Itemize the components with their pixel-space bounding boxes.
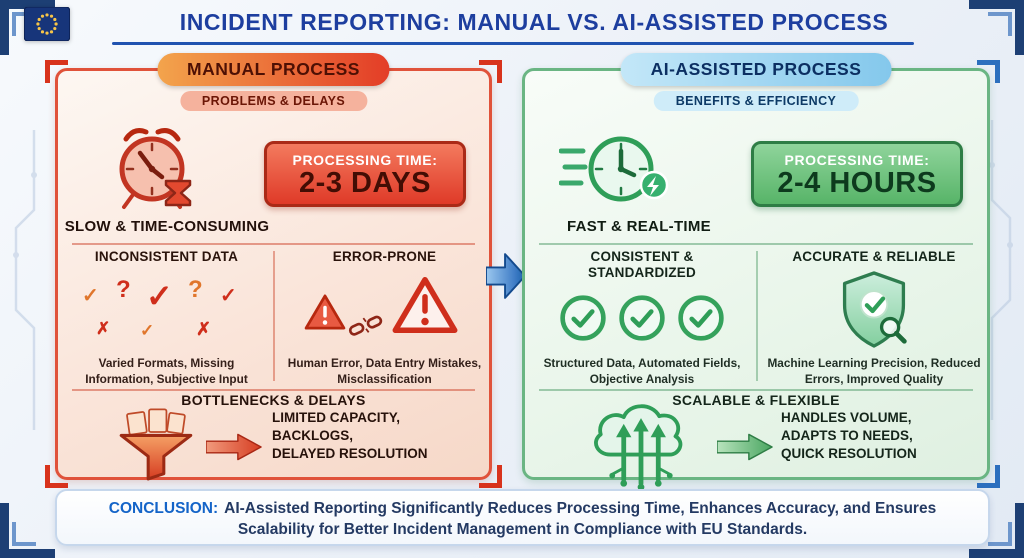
broken-link-icon [348, 316, 383, 337]
x-mark-icon: ✗ [196, 319, 212, 340]
divider [72, 243, 475, 245]
ai-speed-label: FAST & REAL-TIME [567, 218, 711, 235]
conclusion-text: AI-Assisted Reporting Significantly Redu… [224, 500, 937, 538]
ai-panel-title: AI-ASSISTED PROCESS [620, 53, 892, 86]
manual-panel-subtitle: PROBLEMS & DELAYS [179, 91, 368, 111]
fast-clock-lightning-icon [558, 123, 677, 220]
ai-panel-subtitle: BENEFITS & EFFICIENCY [653, 91, 859, 111]
cloud-up-arrows-icon [587, 397, 695, 496]
check-icon: ✓ [140, 321, 155, 341]
check-circle-icon [678, 295, 724, 341]
bottleneck-caption: LIMITED CAPACITY, BACKLOGS, DELAYED RESO… [272, 410, 428, 462]
ai-processing-time-box: PROCESSING TIME: 2-4 HOURS [751, 141, 963, 207]
divider [539, 243, 973, 245]
bracket-decoration [977, 465, 1000, 488]
question-mark-icon: ? [188, 276, 203, 304]
warning-triangle-icon [304, 294, 346, 330]
checkmarks-questions-icon: ✓ ? ✓ ? ✓ ✗ ✓ ✗ [64, 265, 269, 357]
manual-panel-title: MANUAL PROCESS [157, 53, 390, 86]
x-mark-icon: ✗ [96, 319, 111, 339]
right-arrow-icon [205, 433, 262, 466]
divider [273, 251, 275, 381]
check-icon: ✓ [82, 285, 99, 308]
bracket-decoration [45, 465, 68, 488]
bracket-decoration [479, 60, 502, 83]
column-title: ERROR-PRONE [332, 249, 437, 264]
alarm-clock-hourglass-icon [104, 123, 200, 220]
column-title: ACCURATE & RELIABLE [792, 249, 956, 264]
ai-assisted-panel: AI-ASSISTED PROCESS BENEFITS & EFFICIENC… [522, 53, 1000, 491]
column-consistent-standardized: CONSISTENT & STANDARDIZED [533, 249, 751, 387]
conclusion-bar: CONCLUSION: AI-Assisted Reporting Signifi… [55, 489, 990, 546]
question-mark-icon: ? [116, 276, 131, 304]
eu-flag-icon [23, 6, 71, 42]
column-error-prone: ERROR-PRONE [282, 249, 487, 387]
processing-time-label: PROCESSING TIME: [292, 152, 438, 168]
column-caption: Varied Formats, Missing Information, Sub… [85, 356, 248, 386]
bracket-decoration [479, 465, 502, 488]
right-arrow-icon [716, 433, 773, 466]
circuit-decoration-right [989, 120, 1013, 420]
column-caption: Structured Data, Automated Fields, Objec… [543, 356, 741, 386]
check-icon: ✓ [146, 278, 173, 315]
warning-triangles-broken-link-icon [282, 265, 487, 357]
corner-decoration-bottom-left [0, 503, 55, 558]
check-icon: ✓ [220, 285, 237, 308]
column-caption: Machine Learning Precision, Reduced Erro… [767, 356, 981, 386]
column-caption: Human Error, Data Entry Mistakes, Miscla… [287, 356, 482, 386]
bracket-decoration [45, 60, 68, 83]
processing-time-value: 2-3 DAYS [299, 167, 431, 199]
shield-check-magnifier-icon [763, 265, 985, 357]
bottleneck-title: BOTTLENECKS & DELAYS [181, 392, 366, 408]
column-title: CONSISTENT & STANDARDIZED [588, 249, 696, 280]
warning-triangle-icon [392, 277, 458, 334]
column-inconsistent-data: INCONSISTENT DATA ✓ ? ✓ ? ✓ ✗ ✓ ✗ Varied… [64, 249, 269, 387]
processing-time-label: PROCESSING TIME: [784, 152, 930, 168]
triple-checkmark-icon [533, 280, 751, 356]
scalable-title: SCALABLE & FLEXIBLE [672, 392, 840, 408]
column-accurate-reliable: ACCURATE & RELIABLE Machine Learning Pre… [763, 249, 985, 387]
conclusion-label: CONCLUSION: [108, 500, 219, 517]
check-circle-icon [619, 295, 665, 341]
bracket-decoration [977, 60, 1000, 83]
title-underline [112, 42, 914, 45]
manual-speed-label: SLOW & TIME-CONSUMING [64, 218, 270, 235]
circuit-decoration-left [13, 130, 37, 430]
manual-processing-time-box: PROCESSING TIME: 2-3 DAYS [264, 141, 466, 207]
divider [539, 389, 973, 391]
manual-process-panel: MANUAL PROCESS PROBLEMS & DELAYS [45, 53, 502, 488]
funnel-documents-icon [116, 407, 196, 488]
scalable-caption: HANDLES VOLUME, ADAPTS TO NEEDS, QUICK R… [781, 410, 917, 462]
right-arrow-icon [485, 252, 526, 305]
check-circle-icon [560, 295, 606, 341]
page-title: INCIDENT REPORTING: MANUAL VS. AI-ASSIST… [179, 9, 889, 35]
divider [72, 389, 475, 391]
column-title: INCONSISTENT DATA [94, 249, 239, 264]
processing-time-value: 2-4 HOURS [777, 167, 937, 199]
divider [756, 251, 758, 381]
